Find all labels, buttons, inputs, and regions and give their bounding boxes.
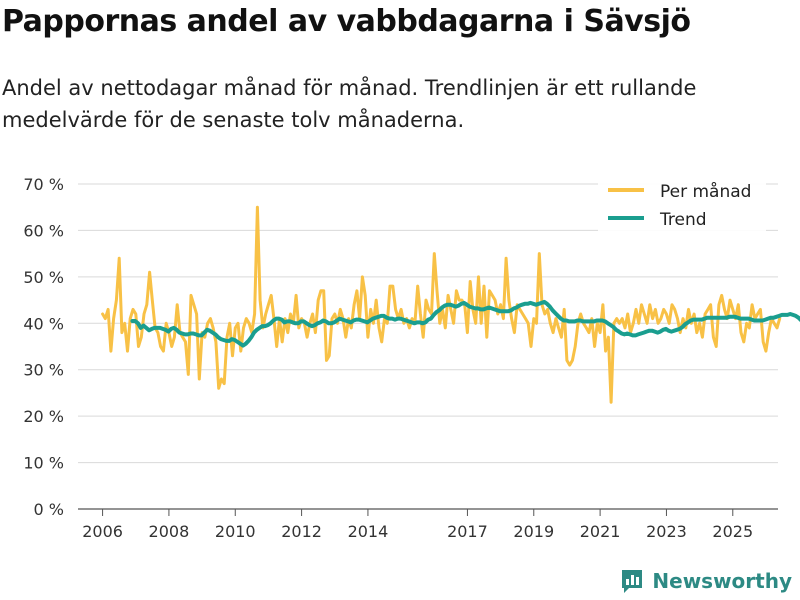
brand-logo: Newsworthy (620, 568, 792, 594)
bar-chart-logo-icon (622, 570, 643, 593)
y-tick-label: 20 % (23, 407, 64, 426)
series-line-trend (130, 299, 800, 348)
y-tick-label: 50 % (23, 268, 64, 287)
x-tick-label: 2012 (281, 522, 322, 541)
x-tick-label: 2008 (149, 522, 190, 541)
y-tick-label: 40 % (23, 314, 64, 333)
legend-label-per-manad: Per månad (660, 181, 751, 202)
legend-label-trend: Trend (659, 210, 707, 230)
y-tick-label: 10 % (23, 454, 64, 473)
x-tick-label: 2021 (580, 522, 621, 541)
plot-area (101, 205, 800, 404)
series-line-per-manad (101, 205, 782, 404)
x-tick-label: 2019 (513, 522, 554, 541)
x-axis: 2006 2008 2010 2012 2014 2017 2019 2021 2023 2025 (82, 509, 753, 541)
x-tick-label: 2023 (646, 522, 687, 541)
x-tick-label: 2006 (82, 522, 123, 541)
legend: Per månad Trend (598, 178, 766, 232)
x-tick-label: 2017 (447, 522, 488, 541)
y-tick-label: 70 % (23, 175, 64, 194)
x-tick-label: 2014 (348, 522, 389, 541)
y-tick-label: 60 % (23, 221, 64, 240)
x-tick-label: 2025 (712, 522, 753, 541)
y-tick-label: 30 % (23, 361, 64, 380)
x-tick-label: 2010 (215, 522, 256, 541)
gridlines (78, 183, 778, 510)
y-axis: 0 % 10 % 20 % 30 % 40 % 50 % 60 % 70 % (23, 175, 64, 519)
chart-title: Pappornas andel av vabbdagarna i Sävsjö (2, 4, 691, 39)
brand-name: Newsworthy (652, 569, 792, 593)
chart-subtitle: Andel av nettodagar månad för månad. Tre… (2, 76, 697, 132)
legend-background (598, 178, 766, 232)
y-tick-label: 0 % (34, 500, 64, 519)
